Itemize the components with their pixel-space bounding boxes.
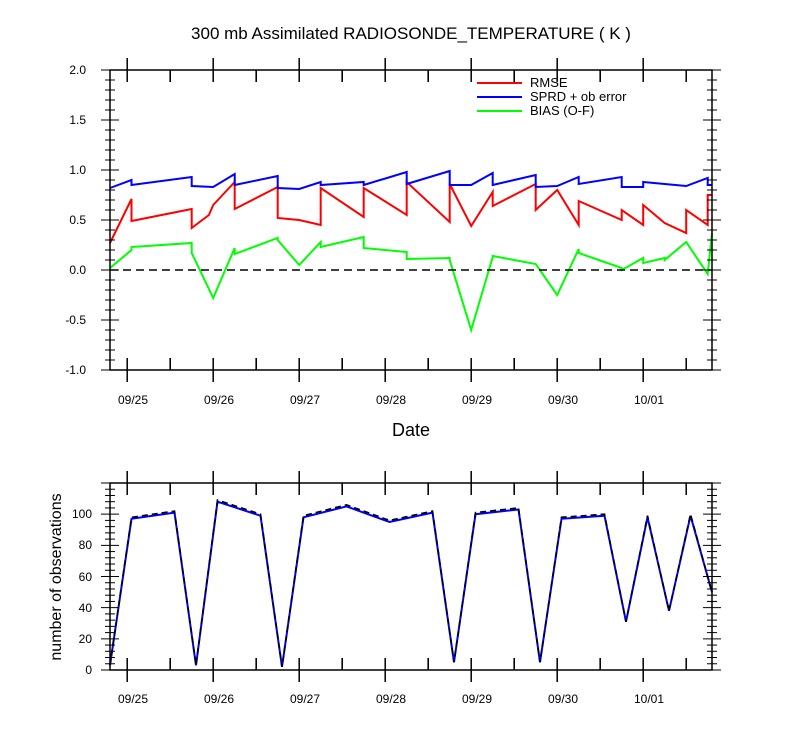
top-xtick-label: 09/26: [204, 393, 234, 407]
bottom-xtick-label: 09/27: [290, 692, 320, 706]
top-xtick-label: 09/28: [376, 393, 406, 407]
bottom-xtick-label: 09/29: [462, 692, 492, 706]
series-line-sprd-ob-error: [109, 169, 712, 191]
y-axis-title-observations: number of observations: [48, 493, 65, 660]
legend: RMSE SPRD + ob error BIAS (O-F): [477, 75, 627, 118]
top-series-group: [109, 169, 713, 334]
bottom-xtick-label: 09/30: [548, 692, 578, 706]
legend-label-rmse: RMSE: [530, 75, 568, 90]
top-ytick-label: -1.0: [65, 363, 86, 377]
top-ytick-label: 2.0: [69, 63, 86, 77]
top-ytick-label: -0.5: [65, 313, 86, 327]
series-line-observations-solid: [109, 500, 713, 668]
top-plot-frame: [109, 69, 713, 371]
top-xtick-label: 09/30: [548, 393, 578, 407]
series-line-bias-o-f: [109, 232, 713, 334]
legend-label-bias: BIAS (O-F): [530, 103, 594, 118]
bottom-ytick-label: 80: [79, 538, 93, 552]
bottom-plot-frame: [109, 482, 713, 671]
bottom-ytick-label: 40: [79, 601, 93, 615]
chart-title: 300 mb Assimilated RADIOSONDE_TEMPERATUR…: [191, 24, 631, 43]
top-xtick-label: 09/25: [118, 393, 148, 407]
top-ytick-label: 1.0: [69, 163, 86, 177]
series-line-observations-dashed: [109, 499, 713, 668]
top-ticks-group: [101, 58, 721, 382]
top-ytick-label: 0.0: [69, 263, 86, 277]
top-ytick-label: 1.5: [69, 113, 86, 127]
legend-label-sprd: SPRD + ob error: [530, 89, 627, 104]
bottom-ytick-label: 100: [72, 507, 92, 521]
bottom-xtick-label: 09/25: [118, 692, 148, 706]
top-xtick-label: 09/27: [290, 393, 320, 407]
bottom-xtick-label: 09/28: [376, 692, 406, 706]
top-xtick-label: 09/29: [462, 393, 492, 407]
bottom-xtick-label: 10/01: [634, 692, 664, 706]
top-ytick-label: 0.5: [69, 213, 86, 227]
bottom-xtick-label: 09/26: [204, 692, 234, 706]
series-line-rmse: [109, 179, 712, 244]
bottom-ytick-label: 60: [79, 570, 93, 584]
bottom-ytick-label: 20: [79, 632, 93, 646]
x-axis-title: Date: [392, 420, 430, 440]
bottom-ytick-label: 0: [85, 663, 92, 677]
bottom-series-group: [109, 499, 713, 668]
top-xtick-label: 10/01: [634, 393, 664, 407]
